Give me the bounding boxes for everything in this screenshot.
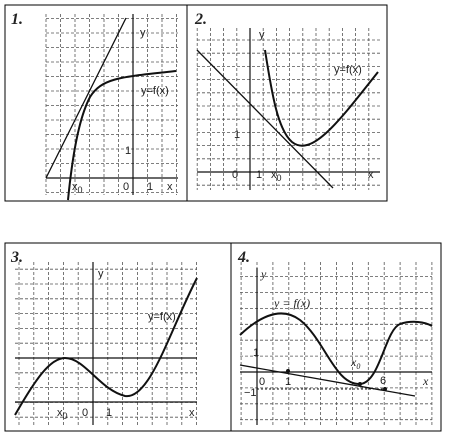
function-label: y=f(x) (148, 311, 176, 323)
axis-label: x (167, 181, 173, 193)
origin-label: 0 (232, 169, 238, 181)
tick-label: −1 (244, 387, 257, 399)
tangent (45, 17, 127, 179)
point (383, 387, 387, 391)
x0-label: x0 (57, 407, 68, 421)
origin-label: 0 (123, 181, 129, 193)
axis-label: y (260, 267, 267, 281)
panel-number: 2. (194, 11, 207, 28)
panel-number: 1. (11, 11, 23, 28)
function-label: y=f(x) (141, 85, 169, 97)
x0-label: x0 (271, 169, 282, 183)
curve (14, 277, 198, 416)
tangent (239, 364, 416, 397)
axis-label: x (189, 407, 195, 419)
origin-label: 0 (259, 376, 265, 388)
x0-label: x0 (72, 181, 83, 195)
curve (264, 49, 379, 147)
panel-frame (4, 4, 188, 202)
tick-label: 1 (147, 181, 153, 193)
grids (15, 14, 433, 425)
tick-label: 1 (256, 169, 262, 181)
function-label: y=f(x) (334, 64, 362, 76)
panel-number: 3. (10, 249, 23, 266)
point (286, 369, 290, 373)
panel-frame (230, 242, 442, 432)
panel-number: 4. (237, 249, 250, 266)
axis-label: x (422, 374, 429, 388)
axis-label: y (98, 268, 104, 280)
tangent (196, 49, 334, 189)
tick-label: 1 (125, 145, 131, 157)
panel-frame (186, 4, 388, 202)
axis-label: y (259, 29, 265, 41)
curve (67, 70, 177, 201)
tick-label: 6 (380, 375, 386, 387)
tick-label: 1 (253, 347, 259, 359)
tick-label: 1 (285, 376, 291, 388)
tick-label: 1 (234, 129, 240, 141)
axis-label: y (140, 27, 146, 39)
origin-label: 0 (82, 407, 88, 419)
tick-label: 1 (106, 407, 112, 419)
axis-label: x (368, 169, 374, 181)
point (358, 382, 362, 386)
x0-label: x0 (350, 355, 360, 371)
function-label: y = f(x) (273, 296, 310, 310)
